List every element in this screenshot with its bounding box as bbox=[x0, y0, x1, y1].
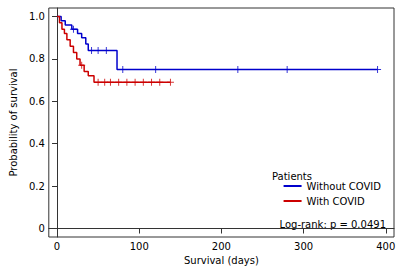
svg-text:0.8: 0.8 bbox=[29, 53, 45, 64]
svg-text:Patients: Patients bbox=[272, 170, 312, 182]
svg-text:400: 400 bbox=[376, 241, 395, 252]
svg-text:0.6: 0.6 bbox=[29, 96, 45, 107]
svg-text:1.0: 1.0 bbox=[29, 11, 45, 22]
svg-text:Survival (days): Survival (days) bbox=[184, 255, 259, 266]
svg-text:Without COVID: Without COVID bbox=[307, 181, 382, 192]
svg-text:0.4: 0.4 bbox=[29, 138, 45, 149]
svg-text:300: 300 bbox=[294, 241, 313, 252]
svg-text:0: 0 bbox=[54, 241, 60, 252]
svg-text:Log-rank: p = 0.0491: Log-rank: p = 0.0491 bbox=[280, 219, 386, 230]
svg-text:0.2: 0.2 bbox=[29, 181, 45, 192]
svg-text:With COVID: With COVID bbox=[307, 196, 365, 207]
svg-text:200: 200 bbox=[212, 241, 231, 252]
svg-text:100: 100 bbox=[130, 241, 149, 252]
svg-text:0: 0 bbox=[38, 223, 44, 234]
svg-text:Probability of survival: Probability of survival bbox=[8, 68, 19, 176]
